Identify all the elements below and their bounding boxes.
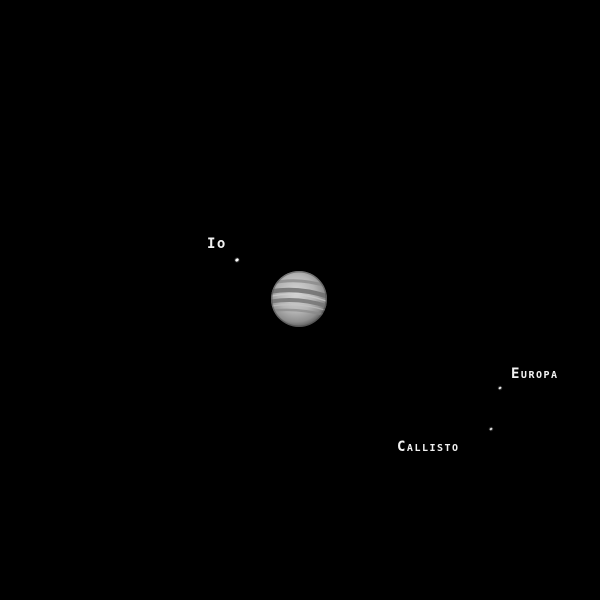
- europa-label: Europa: [511, 366, 559, 382]
- europa-moon: [497, 385, 503, 391]
- io-label: Io: [207, 236, 227, 252]
- callisto-label: Callisto: [397, 439, 460, 455]
- callisto-moon: [488, 426, 494, 432]
- io-moon: [234, 257, 240, 263]
